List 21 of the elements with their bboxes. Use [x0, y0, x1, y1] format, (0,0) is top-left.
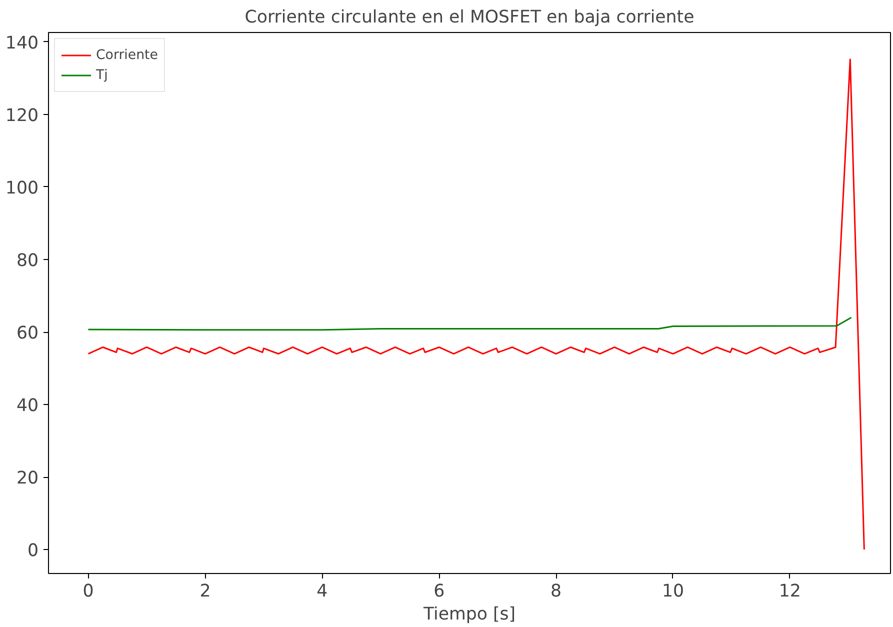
y-tick-label: 20 — [16, 468, 39, 489]
y-tick-label: 120 — [5, 106, 39, 126]
y-tick-label: 80 — [16, 250, 39, 271]
y-tick-label: 40 — [16, 396, 39, 416]
x-tick-label: 10 — [662, 582, 684, 602]
line-series — [88, 316, 852, 331]
legend-label: Corriente — [96, 48, 158, 62]
chart-title: Corriente circulante en el MOSFET en baja corriente — [244, 8, 694, 28]
y-tick-label: 140 — [5, 33, 39, 54]
x-tick-label: 6 — [434, 582, 445, 602]
x-tick-label: 12 — [778, 582, 801, 602]
y-tick-label: 60 — [16, 324, 39, 344]
x-tick-label: 2 — [200, 582, 211, 602]
x-tick-label: 8 — [550, 582, 562, 602]
line-series — [88, 58, 865, 550]
y-tick-label: 100 — [5, 178, 39, 198]
x-tick-label: 0 — [82, 582, 94, 602]
x-axis-title: Tiempo [s] — [422, 604, 516, 624]
y-tick-label: 0 — [27, 541, 39, 562]
legend-label: Tj — [96, 68, 109, 82]
x-tick-label: 4 — [316, 582, 328, 602]
